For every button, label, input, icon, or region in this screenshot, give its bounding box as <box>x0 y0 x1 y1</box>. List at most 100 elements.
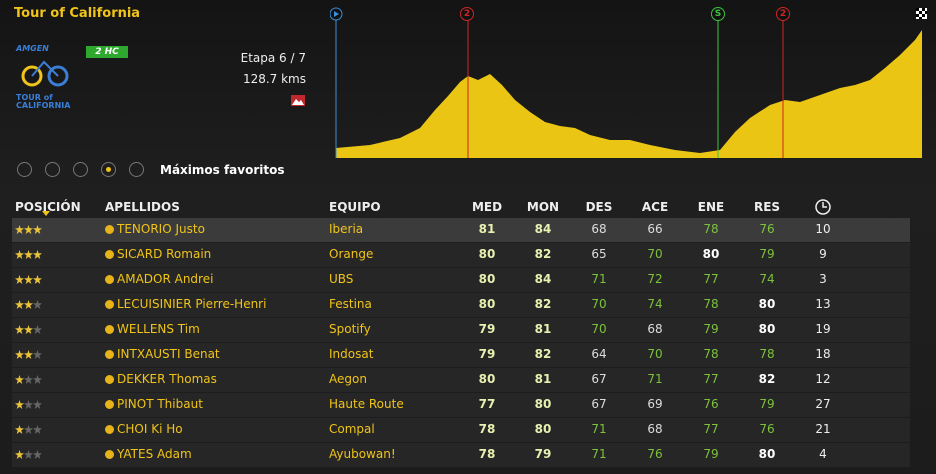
column-header: APELLIDOS <box>105 200 180 214</box>
star-rating <box>15 299 42 309</box>
stat-value: 80 <box>534 397 552 411</box>
column-header: MED <box>471 200 503 214</box>
stat-value: 76 <box>759 222 775 236</box>
logo-text: TOUR of CALIFORNIA <box>16 93 71 110</box>
time-value: 3 <box>819 272 827 286</box>
stat-value: 67 <box>591 372 607 386</box>
stat-value: 79 <box>478 347 496 361</box>
stat-value: 70 <box>647 247 663 261</box>
stat-value: 65 <box>591 247 607 261</box>
star-rating <box>15 374 42 384</box>
info-icon <box>105 225 114 234</box>
table-row[interactable]: WELLENS Tim Spotify 79 81 70 68 79 80 19 <box>12 318 910 342</box>
column-header: MON <box>526 200 560 214</box>
stat-value: 82 <box>534 347 552 361</box>
team-name: Ayubowan! <box>329 447 396 461</box>
filter-radio[interactable] <box>73 162 88 177</box>
table-row[interactable]: LECUISINIER Pierre-Henri Festina 80 82 70 74 7… <box>12 293 910 317</box>
stat-value: 71 <box>647 372 663 386</box>
logo-sponsor: AMGEN <box>16 44 49 53</box>
stat-value: 74 <box>647 297 663 311</box>
info-icon <box>105 300 114 309</box>
stat-value: 69 <box>647 397 663 411</box>
column-header: ACE <box>641 200 669 214</box>
category-badge: 2 HC <box>86 46 128 58</box>
stat-value: 64 <box>591 347 607 361</box>
rider-name: LECUISINIER Pierre-Henri <box>117 297 267 311</box>
table-row[interactable]: SICARD Romain Orange 80 82 65 70 80 79 9 <box>12 243 910 267</box>
info-icon <box>105 275 114 284</box>
table-row[interactable]: YATES Adam Ayubowan! 78 79 71 76 79 80 4 <box>12 443 910 467</box>
stat-value: 72 <box>647 272 663 286</box>
rider-name: INTXAUSTI Benat <box>117 347 220 361</box>
info-icon <box>105 350 114 359</box>
stat-value: 78 <box>703 297 719 311</box>
star-rating <box>15 324 42 334</box>
time-value: 12 <box>815 372 831 386</box>
table-row[interactable]: INTXAUSTI Benat Indosat 79 82 64 70 78 78 18 <box>12 343 910 367</box>
stat-value: 68 <box>647 322 663 336</box>
stat-value: 71 <box>591 272 607 286</box>
stat-value: 76 <box>759 422 775 436</box>
team-name: Aegon <box>329 372 367 386</box>
stat-value: 80 <box>478 247 496 261</box>
table-row[interactable]: CHOI Ki Ho Compal 78 80 71 68 77 76 21 <box>12 418 910 442</box>
profile-icon <box>291 95 305 106</box>
rider-name: DEKKER Thomas <box>117 372 217 386</box>
race-title: Tour of California <box>14 6 141 21</box>
rider-name: TENORIO Justo <box>117 222 205 236</box>
profile-marker: S <box>711 7 725 21</box>
stat-value: 77 <box>478 397 496 411</box>
stat-value: 80 <box>702 247 720 261</box>
table-row[interactable]: AMADOR Andrei UBS 80 84 71 72 77 74 3 <box>12 268 910 292</box>
stat-value: 80 <box>478 272 496 286</box>
time-value: 10 <box>815 222 831 236</box>
time-value: 4 <box>819 447 827 461</box>
info-icon <box>105 325 114 334</box>
stage-profile <box>330 7 927 158</box>
team-name: Festina <box>329 297 372 311</box>
team-name: Indosat <box>329 347 374 361</box>
team-name: Haute Route <box>329 397 404 411</box>
table-row[interactable]: PINOT Thibaut Haute Route 77 80 67 69 76 79 27 <box>12 393 910 417</box>
team-name: Iberia <box>329 222 364 236</box>
table-row[interactable]: DEKKER Thomas Aegon 80 81 67 71 77 82 12 <box>12 368 910 392</box>
stat-value: 84 <box>534 272 552 286</box>
team-name: Orange <box>329 247 374 261</box>
rider-name: YATES Adam <box>117 447 192 461</box>
stat-value: 78 <box>478 447 496 461</box>
filter-label: Máximos favoritos <box>160 163 285 177</box>
stat-value: 67 <box>591 397 607 411</box>
stat-value: 66 <box>647 222 663 236</box>
rider-name: CHOI Ki Ho <box>117 422 183 436</box>
info-icon <box>105 400 114 409</box>
stat-value: 77 <box>703 372 719 386</box>
info-icon <box>105 425 114 434</box>
stat-value: 80 <box>758 447 776 461</box>
table-row[interactable]: TENORIO Justo Iberia 81 84 68 66 78 76 10 <box>12 218 910 242</box>
filter-radio[interactable] <box>129 162 144 177</box>
stat-value: 82 <box>534 297 552 311</box>
stat-value: 80 <box>478 297 496 311</box>
stat-value: 81 <box>478 222 496 236</box>
star-rating <box>15 249 42 259</box>
team-name: Spotify <box>329 322 371 336</box>
stat-value: 80 <box>478 372 496 386</box>
filter-radio[interactable] <box>17 162 32 177</box>
star-rating <box>15 399 42 409</box>
stat-value: 68 <box>591 222 607 236</box>
stage: Etapa 6 / 7 <box>240 51 306 65</box>
filter-radio[interactable] <box>45 162 60 177</box>
stat-value: 80 <box>758 322 776 336</box>
stat-value: 79 <box>759 397 775 411</box>
filter-radio[interactable] <box>101 162 116 177</box>
stat-value: 81 <box>534 322 552 336</box>
stat-value: 77 <box>703 422 719 436</box>
time-icon <box>815 199 831 215</box>
team-name: UBS <box>329 272 354 286</box>
profile-marker: 2 <box>460 7 474 21</box>
rider-name: SICARD Romain <box>117 247 212 261</box>
stat-value: 70 <box>591 322 607 336</box>
star-rating <box>15 424 42 434</box>
